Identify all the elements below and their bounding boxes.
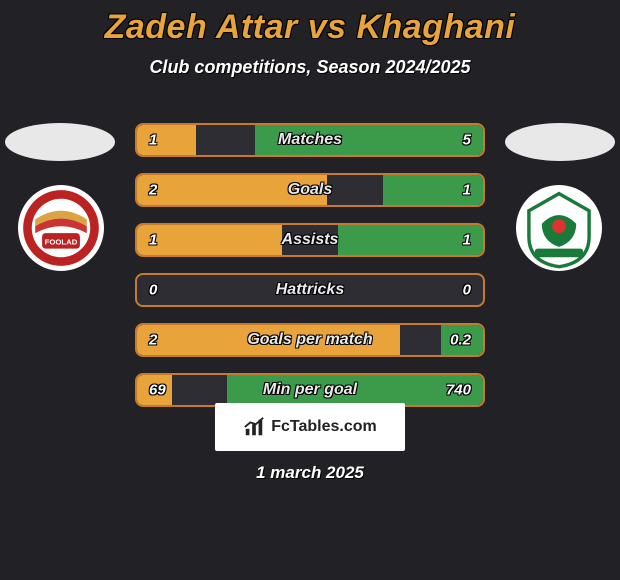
brand-box: FcTables.com [215, 403, 405, 451]
date-footer: 1 march 2025 [0, 463, 620, 483]
stat-row-hattricks: 0 Hattricks 0 [135, 273, 485, 307]
stat-label: Goals per match [137, 331, 483, 349]
page-title: Zadeh Attar vs Khaghani [0, 8, 620, 47]
team-crest-right [516, 185, 602, 271]
stat-row-matches: 1 Matches 5 [135, 123, 485, 157]
page-subtitle: Club competitions, Season 2024/2025 [0, 57, 620, 78]
comparison-card: Zadeh Attar vs Khaghani Club competition… [0, 8, 620, 580]
left-name-pill [5, 123, 115, 161]
stat-label: Assists [137, 231, 483, 249]
stats-arena: FOOLAD 1 Matches 5 [0, 123, 620, 393]
stat-label: Min per goal [137, 381, 483, 399]
stat-row-assists: 1 Assists 1 [135, 223, 485, 257]
zob-ahan-crest-icon [516, 185, 602, 271]
svg-text:FOOLAD: FOOLAD [45, 237, 78, 246]
stat-label: Hattricks [137, 281, 483, 299]
right-name-pill [505, 123, 615, 161]
stat-row-mpg: 69 Min per goal 740 [135, 373, 485, 407]
stat-label: Matches [137, 131, 483, 149]
brand-text: FcTables.com [271, 418, 377, 436]
foolad-crest-icon: FOOLAD [18, 185, 104, 271]
stat-row-goals: 2 Goals 1 [135, 173, 485, 207]
stat-label: Goals [137, 181, 483, 199]
stat-row-gpm: 2 Goals per match 0.2 [135, 323, 485, 357]
brand-chart-icon [243, 416, 265, 438]
stats-list: 1 Matches 5 2 Goals 1 1 Assists 1 [135, 123, 485, 423]
team-crest-left: FOOLAD [18, 185, 104, 271]
